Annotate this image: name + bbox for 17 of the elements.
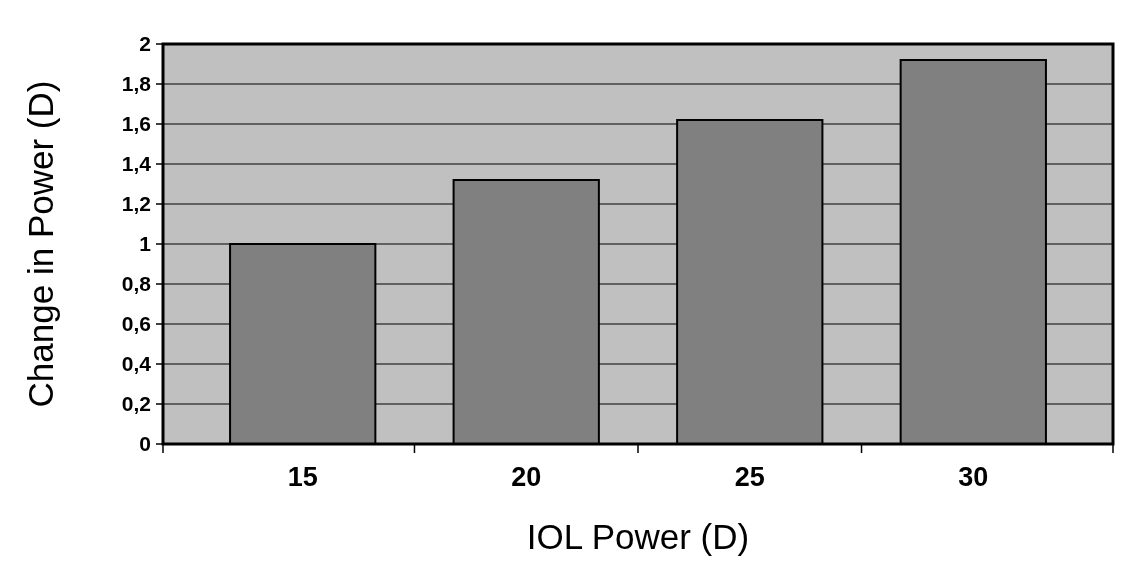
- y-tick-label: 0,2: [121, 392, 151, 416]
- x-tick-label: 25: [734, 462, 765, 492]
- y-tick-label: 1,8: [121, 72, 152, 96]
- x-tick-label: 30: [958, 462, 989, 492]
- y-tick-label: 1,4: [121, 152, 152, 176]
- y-tick-label: 0,8: [121, 272, 152, 296]
- y-tick-label: 0,6: [121, 312, 151, 336]
- x-tick-label: 15: [287, 462, 318, 492]
- y-tick-label: 2: [139, 32, 151, 56]
- y-axis-title: Change in Power (D): [21, 80, 60, 408]
- y-tick-label: 1,2: [121, 192, 151, 216]
- y-tick-label: 1: [139, 232, 152, 256]
- y-tick-label: 0: [139, 432, 151, 456]
- x-axis-title: IOL Power (D): [526, 517, 750, 556]
- y-tick-label: 1,6: [121, 112, 151, 136]
- y-tick-label: 0,4: [121, 352, 152, 376]
- x-tick-label: 20: [511, 462, 542, 492]
